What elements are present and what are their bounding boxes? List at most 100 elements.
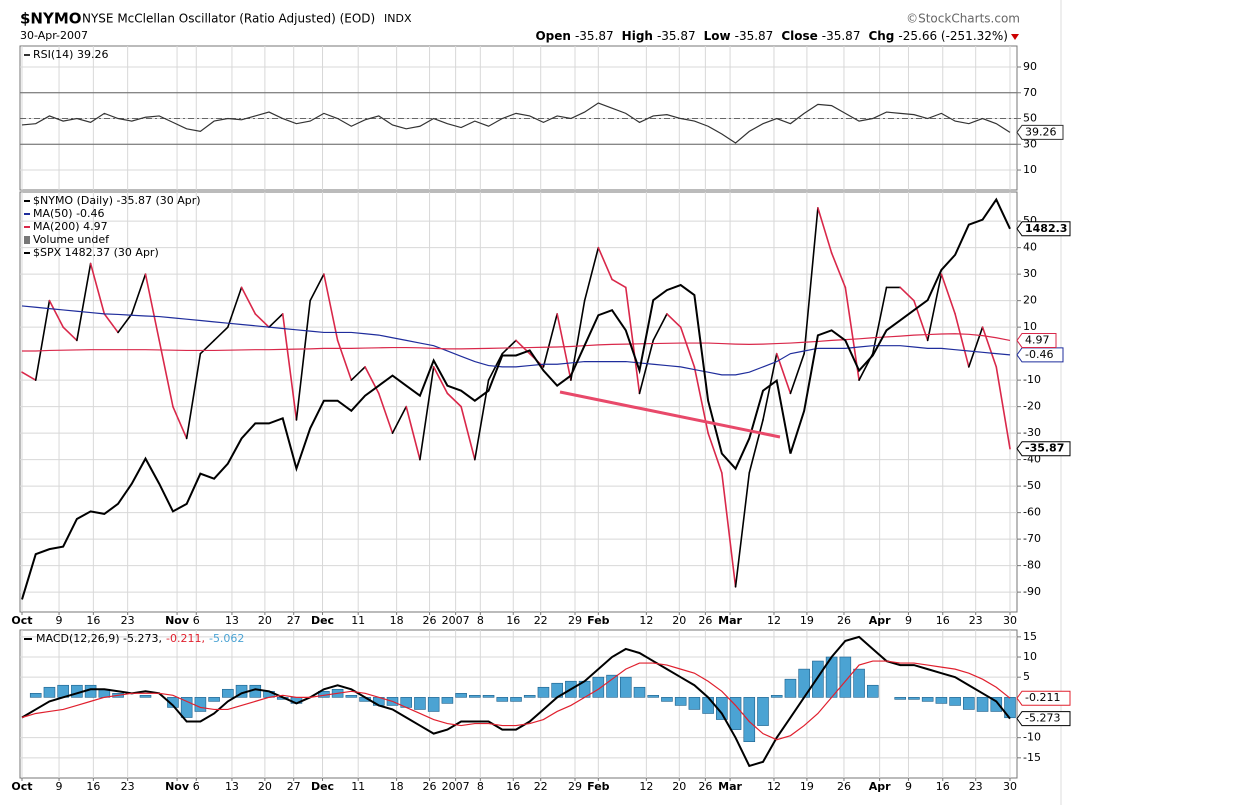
histogram-bar	[345, 695, 358, 698]
y-tick-label: -50	[1023, 479, 1041, 492]
quote-value: -25.66 (-251.32%)	[898, 29, 1008, 43]
oscillator-segment	[309, 273, 325, 302]
oscillator-segment	[583, 246, 600, 302]
x-tick-label: 26	[698, 614, 712, 627]
oscillator-segment	[48, 299, 64, 328]
x-tick-label: 12	[639, 780, 653, 793]
x-tick-label: 16	[86, 780, 100, 793]
panel-frame	[19, 45, 1018, 191]
series-line	[21, 197, 1011, 600]
legend-entry: MA(50) -0.46	[33, 207, 105, 220]
y-tick-label: 10	[1023, 320, 1037, 333]
value-label: 4.97	[1025, 333, 1050, 346]
quote-label: Close	[781, 29, 817, 43]
oscillator-segment	[981, 326, 998, 368]
x-tick-label: 26	[423, 780, 437, 793]
legend-entry: $SPX 1482.37 (30 Apr)	[33, 246, 159, 259]
y-tick-label: -90	[1023, 585, 1041, 598]
x-tick-label: Apr	[869, 780, 891, 793]
value-label-box	[1016, 124, 1064, 140]
y-tick-label: -10	[1023, 731, 1041, 744]
x-tick-label: 18	[390, 614, 404, 627]
histogram-bar	[674, 697, 687, 706]
oscillator-segment	[213, 326, 229, 342]
oscillator-segment	[117, 313, 133, 334]
value-label-box	[1016, 221, 1071, 237]
panel: 5040302010-10-20-30-40-50-60-70-80-90Oct…	[11, 191, 1071, 627]
oscillator-segment	[254, 313, 270, 328]
oscillator-segment	[652, 313, 668, 342]
x-tick-label: 29	[568, 614, 582, 627]
y-tick-label: -30	[1023, 426, 1041, 439]
value-label-box	[1016, 332, 1057, 348]
histogram-bar	[592, 676, 605, 698]
oscillator-segment	[707, 432, 723, 474]
x-tick-label: 2007	[442, 780, 470, 793]
exchange: INDX	[384, 12, 412, 25]
histogram-bar	[894, 697, 907, 700]
histogram-bar	[139, 695, 152, 698]
histogram-bar	[208, 697, 220, 702]
legend: MACD(12,26,9) -5.273, -0.211, -5.062	[36, 632, 244, 645]
x-tick-label: 19	[800, 614, 814, 627]
histogram-bar	[908, 697, 920, 700]
value-label: -5.273	[1025, 712, 1060, 725]
x-tick-label: 20	[672, 614, 686, 627]
histogram-bar	[729, 697, 742, 730]
oscillator-segment	[597, 246, 613, 281]
histogram-bar	[853, 668, 865, 698]
x-tick-label: 16	[506, 614, 520, 627]
x-tick-label: 9	[56, 780, 63, 793]
histogram-bar	[496, 697, 509, 702]
histogram-bar	[29, 693, 42, 698]
y-tick-label: -15	[1023, 751, 1041, 764]
x-tick-label: 12	[767, 614, 781, 627]
quote-label: Low	[704, 29, 731, 43]
y-tick-label: 40	[1023, 241, 1037, 254]
oscillator-segment	[350, 366, 366, 381]
legend-entry: $NYMO (Daily) -35.87 (30 Apr)	[33, 194, 201, 207]
panel-frame	[19, 191, 1018, 613]
x-tick-label: 9	[905, 780, 912, 793]
quote-label: High	[622, 29, 653, 43]
oscillator-segment	[570, 299, 586, 381]
oscillator-segment	[144, 273, 161, 342]
oscillator-segment	[130, 273, 147, 315]
x-tick-label: 12	[639, 614, 653, 627]
x-tick-label: 29	[568, 780, 582, 793]
x-tick-label: 18	[390, 780, 404, 793]
histogram-bar	[194, 697, 207, 712]
legend-icon	[24, 236, 30, 244]
oscillator-segment	[446, 392, 462, 408]
value-label: 1482.3	[1025, 222, 1067, 235]
oscillator-segment	[501, 339, 517, 355]
oscillator-segment	[34, 299, 51, 381]
legend-entry: Volume undef	[33, 233, 110, 246]
oscillator-segment	[432, 366, 449, 395]
oscillator-segment	[638, 339, 655, 395]
y-tick-label: 30	[1023, 267, 1037, 280]
histogram-bar	[427, 697, 440, 712]
oscillator-segment	[364, 366, 380, 395]
oscillator-segment	[542, 313, 558, 368]
x-tick-label: 22	[534, 614, 548, 627]
histogram-bar	[647, 695, 660, 698]
histogram-bar	[949, 697, 961, 706]
oscillator-segment	[21, 371, 37, 381]
oscillator-segment	[199, 339, 215, 355]
histogram-bar	[469, 695, 481, 698]
histogram-bar	[606, 674, 618, 698]
x-tick-label: 26	[698, 780, 712, 793]
y-tick-label: 30	[1023, 137, 1037, 150]
oscillator-segment	[62, 326, 78, 342]
value-label-box	[1016, 711, 1071, 727]
x-tick-label: 6	[193, 780, 200, 793]
chart-title: NYSE McClellan Oscillator (Ratio Adjuste…	[82, 12, 375, 26]
histogram-bar	[414, 697, 426, 710]
x-tick-label: 27	[287, 614, 301, 627]
x-tick-label: 20	[258, 780, 272, 793]
oscillator-segment	[721, 472, 737, 588]
x-tick-label: 26	[837, 780, 851, 793]
x-tick-label: Oct	[11, 614, 32, 627]
